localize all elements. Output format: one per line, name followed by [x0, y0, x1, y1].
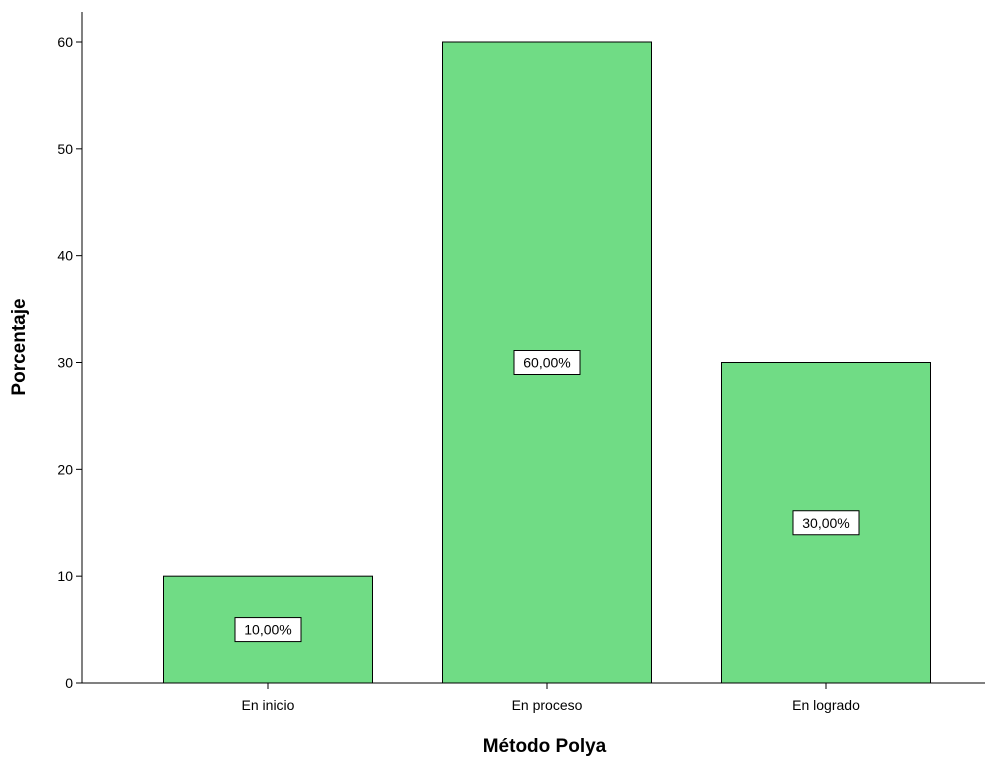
- y-tick-label: 60: [57, 34, 73, 50]
- data-label-box: [513, 350, 581, 375]
- y-tick-label: 10: [57, 568, 73, 584]
- y-tick-label: 30: [57, 355, 73, 371]
- data-label: 30,00%: [802, 515, 849, 531]
- data-labels: 10,00% 60,00% 30,00%: [234, 350, 860, 643]
- y-tick-label: 0: [65, 675, 73, 691]
- data-label: 60,00%: [523, 355, 570, 371]
- x-axis-title: Método Polya: [483, 736, 607, 757]
- data-label-box: [792, 510, 860, 536]
- x-tick-label: En proceso: [512, 697, 583, 713]
- x-tick-label: En logrado: [792, 697, 860, 713]
- x-axis-ticks: En inicio En proceso En logrado: [242, 683, 860, 713]
- y-tick-label: 20: [57, 461, 73, 477]
- y-tick-label: 50: [57, 141, 73, 157]
- y-axis-title: Porcentaje: [9, 298, 30, 395]
- y-axis-ticks: 0 10 20 30 40 50 60: [57, 34, 82, 691]
- y-tick-label: 40: [57, 248, 73, 264]
- x-tick-label: En inicio: [242, 697, 295, 713]
- data-label: 10,00%: [244, 622, 291, 638]
- data-label-box: [234, 617, 302, 643]
